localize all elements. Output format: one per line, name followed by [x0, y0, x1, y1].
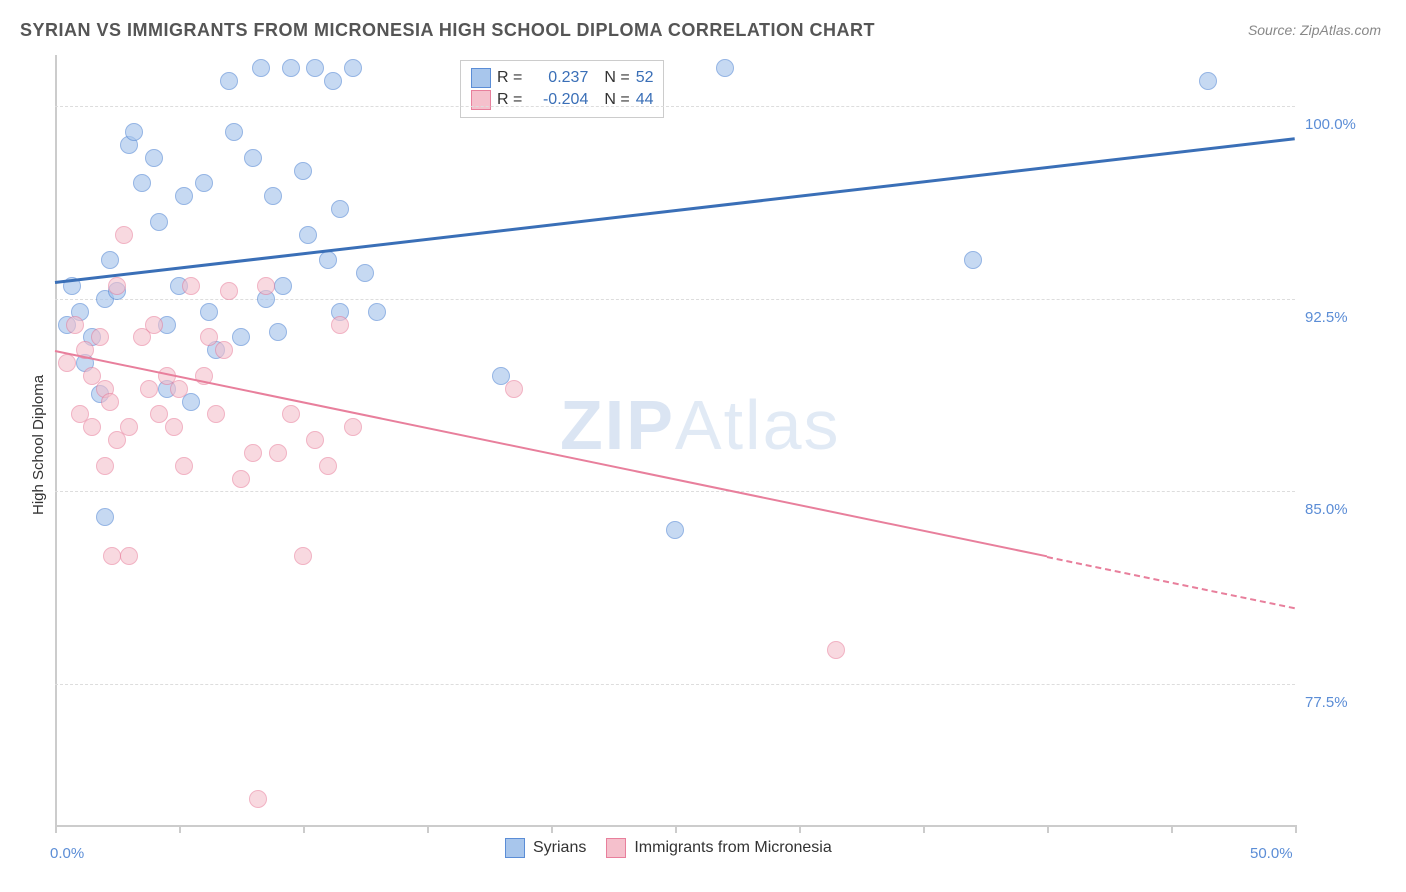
data-point — [101, 393, 119, 411]
data-point — [220, 72, 238, 90]
data-point — [220, 282, 238, 300]
data-point — [505, 380, 523, 398]
data-point — [299, 226, 317, 244]
data-point — [232, 470, 250, 488]
plot-border — [55, 55, 1297, 827]
gridline — [55, 491, 1295, 492]
x-tick-label: 0.0% — [50, 845, 84, 862]
legend-label: Syrians — [533, 839, 586, 857]
series-legend: Syrians Immigrants from Micronesia — [505, 838, 832, 858]
data-point — [344, 59, 362, 77]
source-attribution: Source: ZipAtlas.com — [1248, 22, 1381, 38]
legend-swatch — [606, 838, 626, 858]
data-point — [115, 226, 133, 244]
data-point — [96, 457, 114, 475]
data-point — [244, 149, 262, 167]
data-point — [269, 444, 287, 462]
x-tick — [675, 825, 677, 833]
data-point — [252, 59, 270, 77]
data-point — [66, 316, 84, 334]
x-tick — [551, 825, 553, 833]
data-point — [282, 59, 300, 77]
data-point — [200, 303, 218, 321]
x-tick — [427, 825, 429, 833]
legend-label: Immigrants from Micronesia — [634, 839, 831, 857]
data-point — [150, 213, 168, 231]
x-tick — [1295, 825, 1297, 833]
data-point — [344, 418, 362, 436]
data-point — [145, 149, 163, 167]
data-point — [964, 251, 982, 269]
data-point — [331, 316, 349, 334]
data-point — [91, 328, 109, 346]
data-point — [716, 59, 734, 77]
legend-item: Syrians — [505, 838, 586, 858]
y-tick-label: 85.0% — [1305, 501, 1348, 518]
x-tick — [1047, 825, 1049, 833]
gridline — [55, 106, 1295, 107]
data-point — [175, 457, 193, 475]
data-point — [666, 521, 684, 539]
y-axis-label: High School Diploma — [30, 375, 47, 515]
data-point — [103, 547, 121, 565]
data-point — [200, 328, 218, 346]
data-point — [294, 162, 312, 180]
data-point — [282, 405, 300, 423]
data-point — [257, 277, 275, 295]
data-point — [294, 547, 312, 565]
data-point — [140, 380, 158, 398]
x-tick — [55, 825, 57, 833]
data-point — [145, 316, 163, 334]
y-tick-label: 92.5% — [1305, 309, 1348, 326]
legend-item: Immigrants from Micronesia — [606, 838, 831, 858]
data-point — [170, 380, 188, 398]
y-tick-label: 100.0% — [1305, 116, 1356, 133]
data-point — [319, 457, 337, 475]
legend-swatch — [505, 838, 525, 858]
data-point — [1199, 72, 1217, 90]
data-point — [108, 277, 126, 295]
data-point — [368, 303, 386, 321]
data-point — [175, 187, 193, 205]
data-point — [225, 123, 243, 141]
x-tick — [303, 825, 305, 833]
y-tick-label: 77.5% — [1305, 694, 1348, 711]
x-tick — [1171, 825, 1173, 833]
data-point — [101, 251, 119, 269]
x-tick-label: 50.0% — [1250, 845, 1293, 862]
data-point — [96, 508, 114, 526]
chart-container: { "title": "SYRIAN VS IMMIGRANTS FROM MI… — [0, 0, 1406, 892]
gridline — [55, 299, 1295, 300]
x-tick — [923, 825, 925, 833]
data-point — [120, 547, 138, 565]
data-point — [324, 72, 342, 90]
chart-title: SYRIAN VS IMMIGRANTS FROM MICRONESIA HIG… — [20, 20, 875, 41]
x-tick — [179, 825, 181, 833]
data-point — [215, 341, 233, 359]
x-tick — [799, 825, 801, 833]
gridline — [55, 684, 1295, 685]
